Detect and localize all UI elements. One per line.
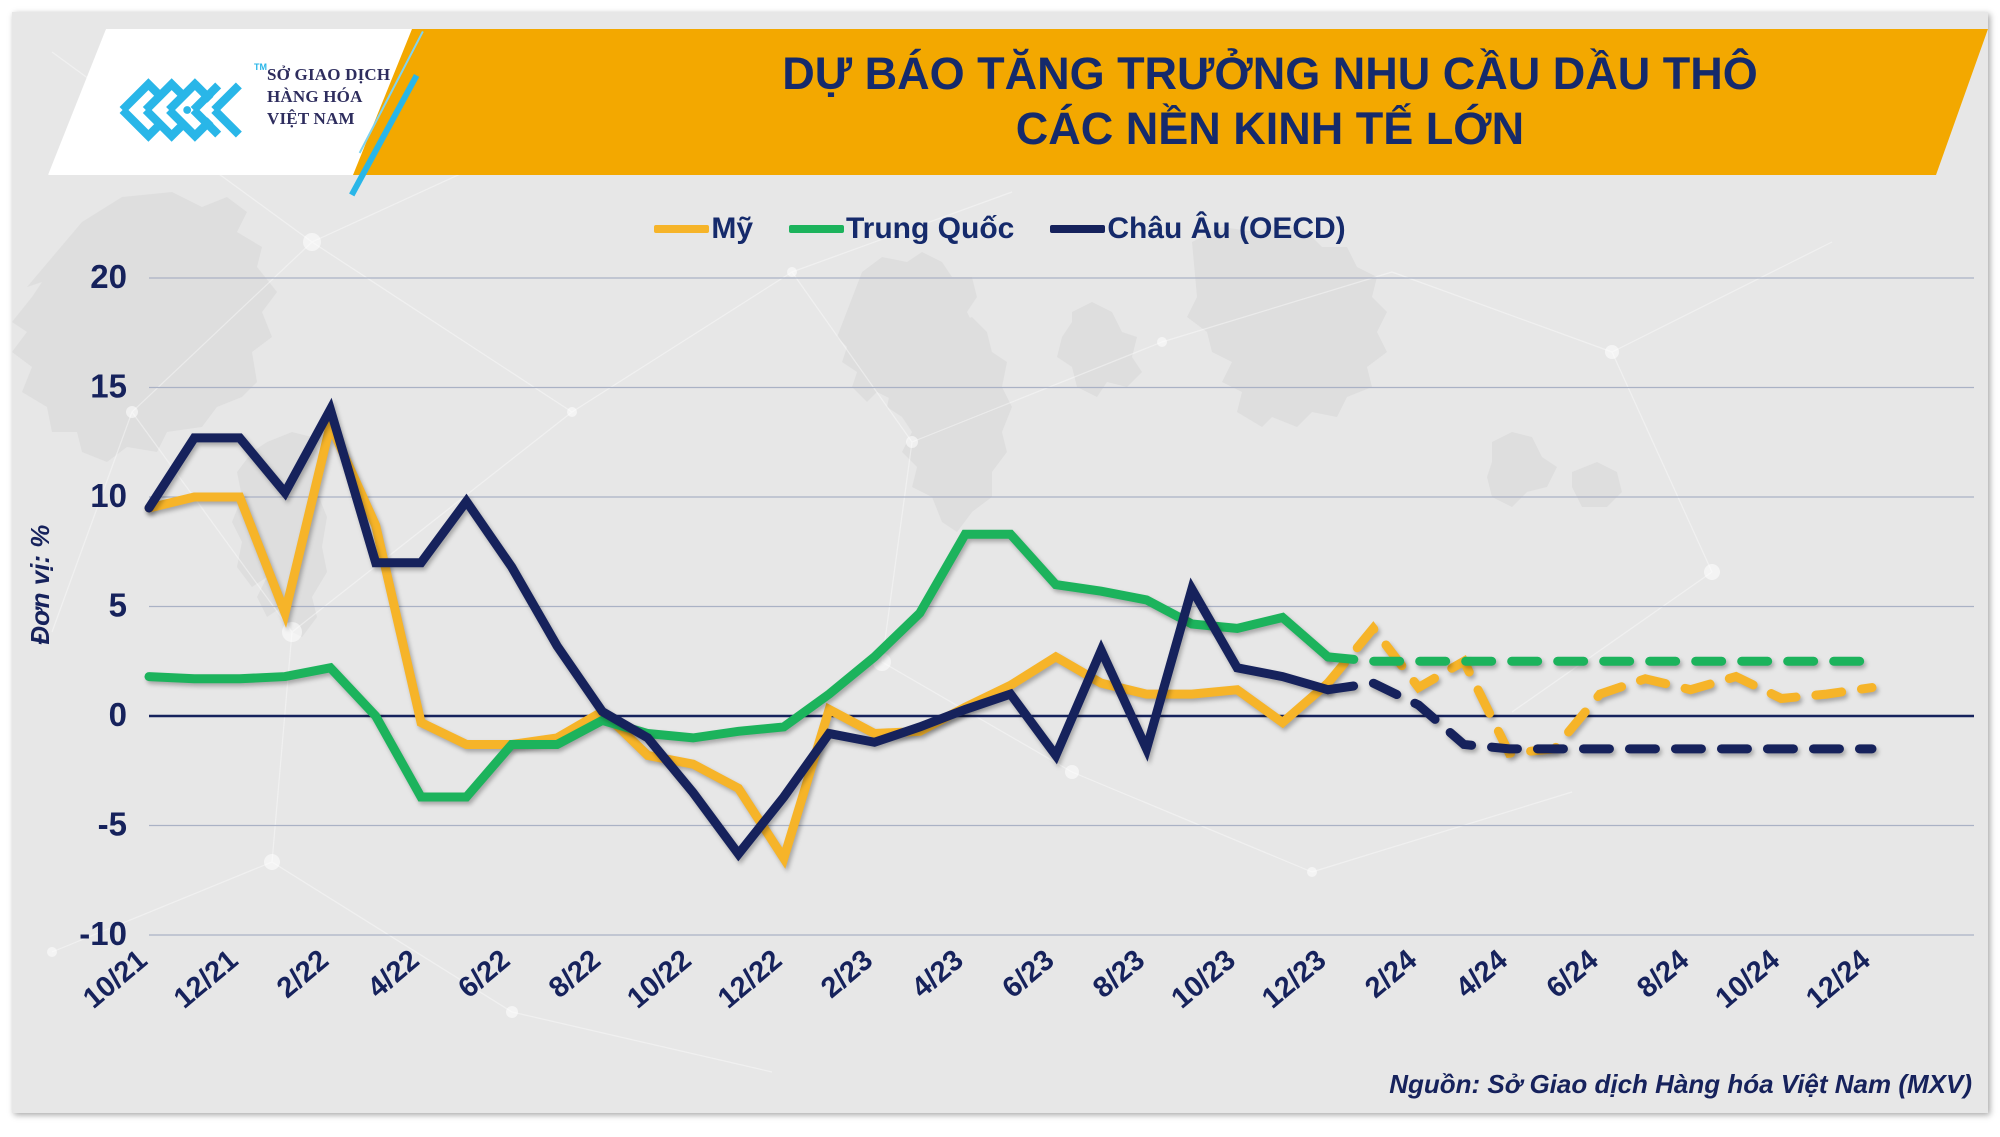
svg-text:12/21: 12/21 <box>168 944 244 1012</box>
svg-text:10/21: 10/21 <box>77 944 153 1012</box>
svg-text:-10: -10 <box>79 915 127 952</box>
svg-text:6/23: 6/23 <box>997 944 1061 1005</box>
svg-text:-5: -5 <box>98 806 127 843</box>
svg-text:0: 0 <box>109 696 127 733</box>
svg-text:10: 10 <box>90 477 127 514</box>
svg-text:10/22: 10/22 <box>621 944 697 1012</box>
svg-text:6/24: 6/24 <box>1541 944 1605 1005</box>
svg-text:20: 20 <box>90 258 127 295</box>
svg-text:8/23: 8/23 <box>1087 944 1151 1005</box>
svg-text:12/24: 12/24 <box>1800 944 1876 1012</box>
svg-text:6/22: 6/22 <box>452 944 516 1005</box>
svg-text:2/23: 2/23 <box>815 944 879 1005</box>
svg-text:Đơn vị: %: Đơn vị: % <box>25 525 55 645</box>
svg-text:2/22: 2/22 <box>271 944 335 1005</box>
svg-text:4/22: 4/22 <box>362 944 426 1005</box>
svg-text:8/24: 8/24 <box>1631 944 1695 1005</box>
svg-text:12/22: 12/22 <box>712 944 788 1012</box>
svg-text:12/23: 12/23 <box>1256 944 1332 1012</box>
svg-text:15: 15 <box>90 368 127 405</box>
svg-text:2/24: 2/24 <box>1359 944 1423 1005</box>
svg-text:5: 5 <box>109 587 127 624</box>
svg-text:4/24: 4/24 <box>1450 944 1514 1005</box>
svg-text:10/24: 10/24 <box>1710 944 1786 1012</box>
svg-text:8/22: 8/22 <box>543 944 607 1005</box>
svg-text:10/23: 10/23 <box>1166 944 1242 1012</box>
svg-text:4/23: 4/23 <box>906 944 970 1005</box>
